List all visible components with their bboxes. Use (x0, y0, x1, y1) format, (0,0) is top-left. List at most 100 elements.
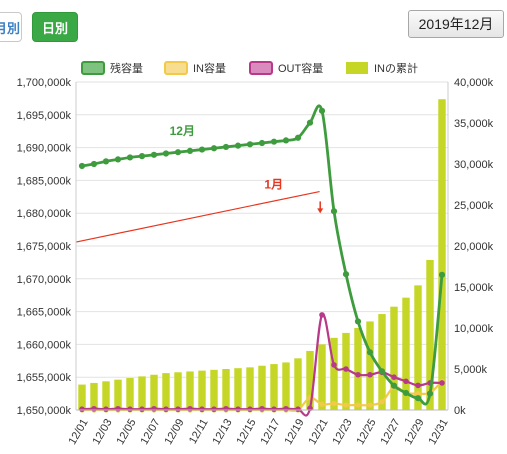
in-cumulative-bar (246, 367, 254, 410)
remaining-capacity-point (282, 137, 290, 144)
remaining-capacity-point (246, 141, 254, 148)
in-cumulative-bar (222, 369, 230, 410)
out-capacity-point (91, 405, 97, 412)
monthly-view-button[interactable]: 月別 (0, 12, 22, 42)
in-capacity-point (367, 402, 373, 408)
in-cumulative-bar (438, 99, 446, 410)
y-right-tick-label: 25,000k (454, 200, 494, 212)
x-tick-label: 12/17 (259, 417, 283, 447)
y-right-tick-label: 35,000k (454, 118, 494, 130)
remaining-capacity-point (258, 139, 266, 147)
out-capacity-point (223, 405, 229, 412)
out-capacity-point (199, 406, 205, 412)
remaining-capacity-point (294, 134, 302, 141)
legend-label: OUT容量 (278, 61, 323, 75)
in-capacity-point (331, 400, 337, 407)
out-capacity-point (439, 380, 445, 386)
remaining-capacity-point (366, 349, 374, 356)
chart-annotations: 12月 1月 (75, 124, 324, 243)
remaining-capacity-point (318, 107, 326, 114)
remaining-capacity-point (174, 149, 182, 156)
y-left-tick-label: 1,665,000k (17, 307, 72, 319)
remaining-capacity-point (90, 160, 98, 168)
y-right-tick-label: 30,000k (454, 159, 494, 171)
in-capacity-point (319, 401, 325, 407)
y-right-tick-label: 20,000k (454, 241, 494, 253)
x-tick-label: 12/03 (91, 417, 115, 447)
in-cumulative-bar (378, 314, 386, 410)
x-tick-label: 12/23 (331, 417, 355, 447)
remaining-capacity-point (402, 389, 410, 397)
out-capacity-point (115, 405, 121, 412)
remaining-capacity-point (378, 368, 386, 375)
chart-legend: 残容量 IN容量 OUT容量 INの累計 (81, 61, 418, 75)
y-right-tick-label: 15,000k (454, 282, 494, 294)
in-cumulative-bar (114, 379, 122, 410)
y-left-tick-label: 1,650,000k (17, 405, 72, 417)
out-capacity-point (235, 406, 241, 412)
in-cumulative-bar (270, 364, 278, 410)
remaining-capacity-point (162, 150, 170, 157)
legend-label: IN容量 (193, 61, 226, 75)
out-capacity-point (127, 406, 133, 412)
out-capacity-point (163, 406, 169, 412)
in-cumulative-bar (426, 259, 434, 410)
remaining-capacity-point (426, 390, 434, 397)
in-cumulative-bar (78, 384, 86, 410)
remaining-capacity-point (390, 382, 398, 389)
month-selector[interactable]: 2019年12月 (408, 10, 504, 38)
out-capacity-point (271, 406, 277, 412)
x-tick-label: 12/29 (403, 417, 427, 447)
y-left-tick-label: 1,685,000k (17, 175, 72, 187)
in-cumulative-bar (150, 374, 158, 410)
x-tick-label: 12/11 (187, 417, 211, 446)
y-left-tick-label: 1,680,000k (17, 208, 72, 220)
y-left-tick-label: 1,660,000k (17, 339, 72, 351)
out-capacity-point (331, 362, 337, 368)
remaining-capacity-point (234, 142, 242, 149)
in-cumulative-bar (354, 328, 362, 410)
legend-label: 残容量 (110, 61, 143, 75)
annotation-1month: 1月 (264, 177, 283, 191)
in-cumulative-bar (258, 365, 266, 410)
daily-view-button[interactable]: 日別 (32, 12, 78, 42)
x-tick-label: 12/31 (427, 417, 451, 447)
in-cumulative-bar (138, 376, 146, 410)
y-left-tick-label: 1,700,000k (17, 77, 72, 89)
y-right-tick-label: 40,000k (454, 77, 494, 89)
out-capacity-point (295, 406, 301, 412)
x-tick-label: 12/27 (379, 417, 403, 447)
in-cumulative-bar (198, 370, 206, 410)
y-left-tick-label: 1,670,000k (17, 274, 72, 286)
in-cumulative-bar (90, 382, 98, 410)
in-cumulative-bar (174, 372, 182, 410)
x-tick-label: 12/15 (235, 417, 259, 447)
remaining-capacity-point (186, 147, 194, 154)
out-capacity-point (259, 405, 265, 412)
out-capacity-point (151, 405, 157, 412)
remaining-capacity-point (114, 156, 122, 163)
legend-item: OUT容量 (249, 61, 323, 75)
x-tick-label: 12/05 (115, 417, 139, 447)
in-cumulative-bar (186, 371, 194, 410)
in-cumulative-bar (234, 368, 242, 410)
legend-label: INの累計 (374, 61, 418, 75)
remaining-capacity-point (150, 151, 158, 158)
legend-swatch (164, 61, 188, 75)
out-capacity-point (283, 405, 289, 412)
y-right-tick-label: 5,000k (454, 364, 488, 376)
remaining-capacity-point (198, 146, 206, 153)
in-cumulative-bar (306, 350, 314, 410)
y-left-tick-label: 1,675,000k (17, 241, 72, 253)
in-cumulative-bar (162, 373, 170, 410)
prev-month-trend-line (75, 190, 320, 243)
out-capacity-point (343, 366, 349, 372)
remaining-capacity-point (306, 119, 314, 126)
remaining-capacity-point (438, 271, 446, 278)
remaining-capacity-point (342, 271, 350, 278)
legend-swatch (249, 61, 273, 75)
x-tick-label: 12/25 (355, 417, 379, 447)
out-capacity-point (103, 406, 109, 412)
legend-swatch (346, 62, 368, 74)
out-capacity-point (175, 406, 181, 412)
